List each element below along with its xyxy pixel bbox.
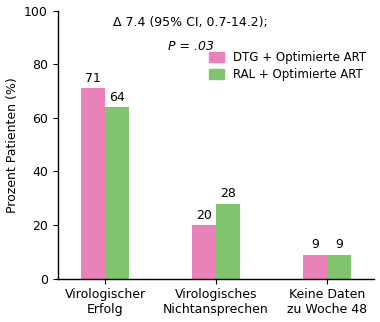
Bar	[303, 255, 327, 279]
Bar	[81, 88, 105, 279]
Text: 64: 64	[109, 91, 125, 104]
Bar	[192, 225, 216, 279]
Text: 9: 9	[335, 238, 343, 251]
Text: P = .03: P = .03	[168, 40, 214, 53]
Text: 28: 28	[220, 187, 236, 200]
Legend: DTG + Optimierte ART, RAL + Optimierte ART: DTG + Optimierte ART, RAL + Optimierte A…	[207, 49, 369, 83]
Text: 9: 9	[311, 238, 319, 251]
Bar	[216, 204, 240, 279]
Y-axis label: Prozent Patienten (%): Prozent Patienten (%)	[6, 77, 19, 213]
Text: 20: 20	[196, 209, 212, 222]
Bar	[327, 255, 351, 279]
Bar	[105, 107, 129, 279]
Text: Δ 7.4 (95% CI, 0.7-14.2);: Δ 7.4 (95% CI, 0.7-14.2);	[113, 16, 268, 29]
Text: 71: 71	[85, 72, 101, 85]
